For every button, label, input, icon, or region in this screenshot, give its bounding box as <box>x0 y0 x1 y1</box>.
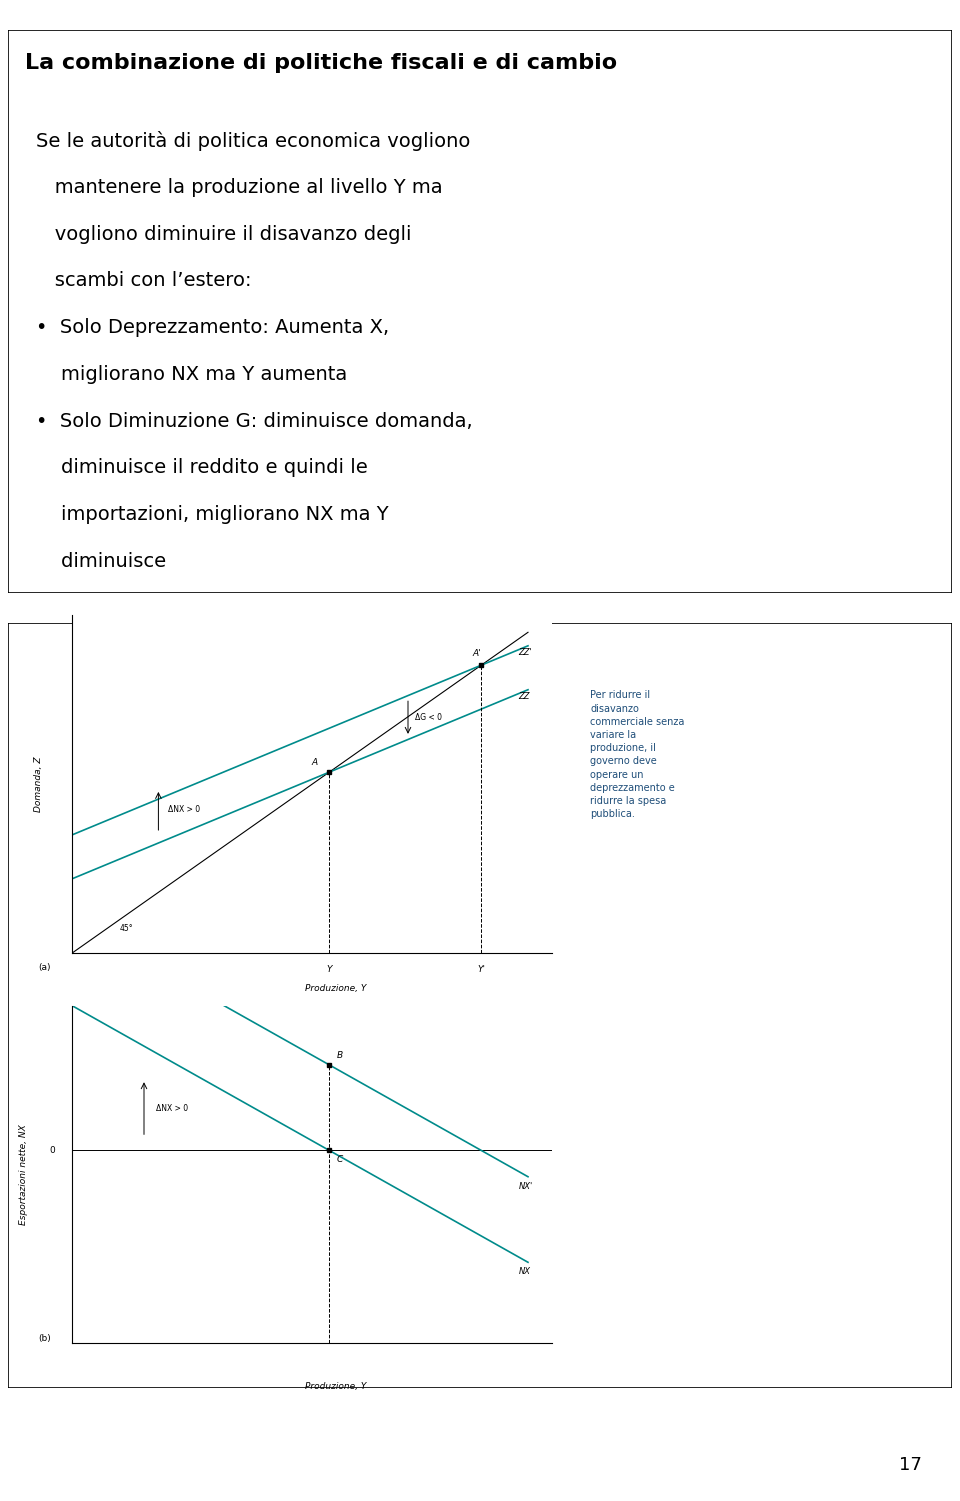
Text: ZZ': ZZ' <box>518 648 532 657</box>
Text: mantenere la produzione al livello Y ma: mantenere la produzione al livello Y ma <box>36 179 443 197</box>
Text: Produzione, Y: Produzione, Y <box>305 983 367 992</box>
Text: 0: 0 <box>50 1145 56 1154</box>
Text: A': A' <box>472 650 481 659</box>
Text: scambi con l’estero:: scambi con l’estero: <box>36 272 252 291</box>
Text: •  Solo Diminuzione G: diminuisce domanda,: • Solo Diminuzione G: diminuisce domanda… <box>36 411 472 431</box>
Text: C: C <box>336 1156 343 1165</box>
Text: Y': Y' <box>477 965 485 974</box>
Text: ΔG < 0: ΔG < 0 <box>416 713 443 722</box>
Text: Se le autorità di politica economica vogliono: Se le autorità di politica economica vog… <box>36 132 470 152</box>
Text: 17: 17 <box>899 1456 922 1474</box>
Text: diminuisce: diminuisce <box>36 552 166 570</box>
Text: A: A <box>311 758 317 767</box>
Text: La combinazione di politiche fiscali e di cambio: La combinazione di politiche fiscali e d… <box>25 53 617 72</box>
Text: (a): (a) <box>38 964 51 973</box>
FancyBboxPatch shape <box>8 623 952 1388</box>
Text: (b): (b) <box>38 1334 51 1343</box>
Text: Produzione, Y: Produzione, Y <box>305 1382 367 1391</box>
Text: 45°: 45° <box>120 925 133 932</box>
Text: Domanda, Z: Domanda, Z <box>34 757 43 812</box>
Text: ΔNX > 0: ΔNX > 0 <box>156 1103 188 1112</box>
Text: ΔNX > 0: ΔNX > 0 <box>168 805 200 814</box>
Text: •  Solo Deprezzamento: Aumenta X,: • Solo Deprezzamento: Aumenta X, <box>36 318 389 338</box>
Text: B: B <box>336 1051 343 1060</box>
Text: diminuisce il reddito e quindi le: diminuisce il reddito e quindi le <box>36 458 368 477</box>
Text: La combinazione di politiche fiscali e di cambio: La combinazione di politiche fiscali e d… <box>102 653 464 668</box>
Text: NX': NX' <box>518 1181 533 1190</box>
Text: migliorano NX ma Y aumenta: migliorano NX ma Y aumenta <box>36 365 348 384</box>
Text: Esportazioni nette, NX: Esportazioni nette, NX <box>19 1124 29 1225</box>
FancyBboxPatch shape <box>8 30 952 593</box>
Text: importazioni, migliorano NX ma Y: importazioni, migliorano NX ma Y <box>36 504 389 524</box>
Text: Y: Y <box>326 965 332 974</box>
Text: vogliono diminuire il disavanzo degli: vogliono diminuire il disavanzo degli <box>36 225 412 243</box>
Text: ZZ: ZZ <box>518 692 530 701</box>
Text: NX: NX <box>518 1267 531 1276</box>
Text: Per ridurre il
disavanzo
commerciale senza
variare la
produzione, il
governo dev: Per ridurre il disavanzo commerciale sen… <box>590 690 684 820</box>
